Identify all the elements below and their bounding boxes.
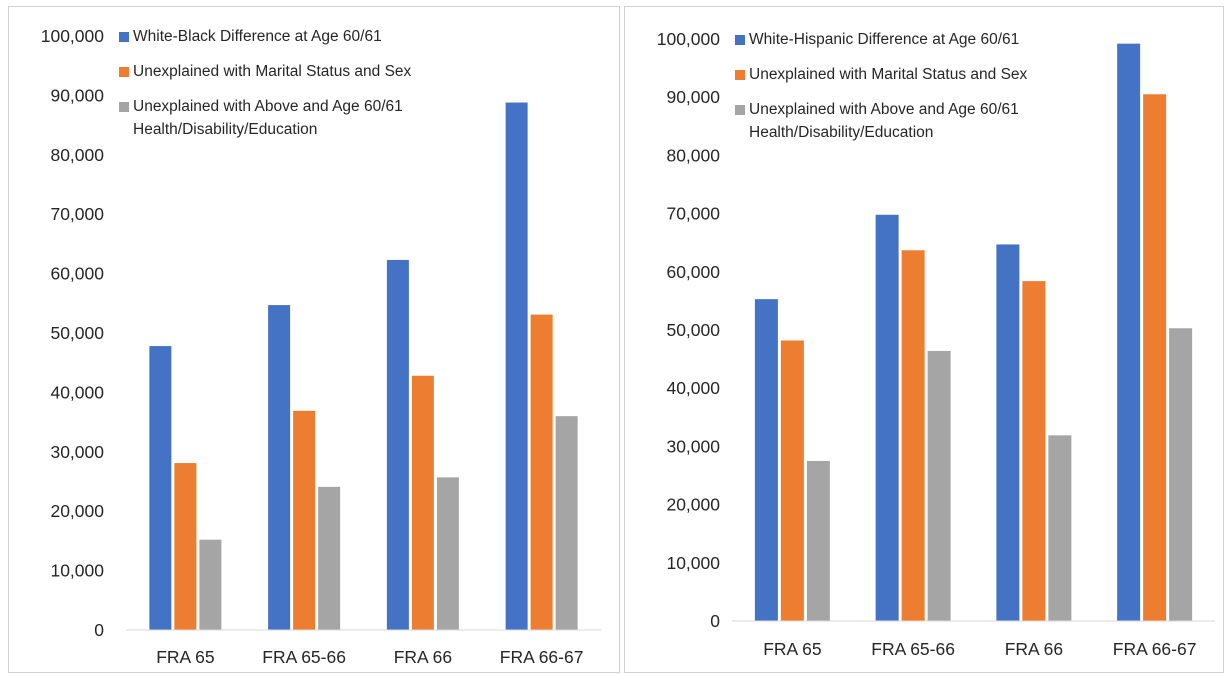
bar-orange-3 <box>411 375 434 630</box>
legend-label: Unexplained with Marital Status and Sex <box>749 66 1028 83</box>
legend-item-series-2: Unexplained with Marital Status and Sex <box>119 60 494 83</box>
legend-swatch-gray <box>735 105 745 115</box>
legend-item-series-3: Unexplained with Above and Age 60/61 Hea… <box>735 98 1110 144</box>
bar-orange-4 <box>1143 94 1167 622</box>
y-tick-label: 30,000 <box>666 436 720 456</box>
bar-blue-1 <box>754 299 778 621</box>
x-tick-label: FRA 66 <box>394 647 452 667</box>
y-tick-label: 90,000 <box>50 85 104 105</box>
bar-blue-4 <box>1117 43 1141 621</box>
y-tick-label: 10,000 <box>50 561 104 581</box>
bar-blue-1 <box>149 346 172 630</box>
bar-orange-1 <box>780 340 804 621</box>
y-tick-label: 20,000 <box>666 495 720 515</box>
legend-swatch-orange <box>119 67 129 77</box>
right-legend: White-Hispanic Difference at Age 60/61 U… <box>735 28 1110 156</box>
x-tick-label: FRA 65-66 <box>871 639 955 659</box>
legend-label: White-Black Difference at Age 60/61 <box>133 28 382 45</box>
bar-gray-3 <box>1048 435 1072 621</box>
y-tick-label: 40,000 <box>666 378 720 398</box>
bar-orange-2 <box>901 250 925 622</box>
bar-gray-1 <box>806 460 830 621</box>
legend-swatch-blue <box>119 32 129 42</box>
bar-orange-3 <box>1022 281 1046 621</box>
legend-swatch-blue <box>735 35 745 45</box>
x-tick-label: FRA 65 <box>763 639 821 659</box>
y-tick-label: 0 <box>94 620 104 640</box>
bar-gray-4 <box>1169 328 1193 621</box>
bar-blue-3 <box>386 259 409 630</box>
legend-item-series-3: Unexplained with Above and Age 60/61 Hea… <box>119 95 494 141</box>
legend-swatch-orange <box>735 70 745 80</box>
x-tick-label: FRA 65 <box>156 647 214 667</box>
left-chart-panel: 0 10,000 20,000 30,000 40,000 50,000 60,000 70,… <box>8 6 620 673</box>
y-tick-label: 80,000 <box>666 145 720 165</box>
bar-gray-2 <box>927 350 951 621</box>
y-tick-label: 70,000 <box>666 204 720 224</box>
x-tick-label: FRA 66-67 <box>500 647 584 667</box>
bar-gray-1 <box>199 539 222 630</box>
legend-item-series-1: White-Hispanic Difference at Age 60/61 <box>735 28 1110 51</box>
legend-swatch-gray <box>119 102 129 112</box>
y-tick-label: 100,000 <box>41 26 105 46</box>
y-tick-label: 100,000 <box>657 29 721 49</box>
x-tick-label: FRA 66 <box>1005 639 1063 659</box>
y-tick-label: 90,000 <box>666 87 720 107</box>
y-tick-label: 30,000 <box>50 442 104 462</box>
left-chart-svg: 0 10,000 20,000 30,000 40,000 50,000 60,000 70,… <box>41 26 601 667</box>
y-tick-label: 80,000 <box>50 145 104 165</box>
y-tick-label: 20,000 <box>50 501 104 521</box>
y-tick-label: 50,000 <box>50 323 104 343</box>
bar-gray-3 <box>436 477 459 630</box>
bar-orange-2 <box>293 410 316 630</box>
legend-label: White-Hispanic Difference at Age 60/61 <box>749 31 1020 48</box>
right-chart-svg: 0 10,000 20,000 30,000 40,000 50,000 60,000 70,… <box>657 29 1215 659</box>
right-chart-panel: 0 10,000 20,000 30,000 40,000 50,000 60,000 70,… <box>624 6 1224 673</box>
bar-gray-4 <box>555 416 578 630</box>
legend-item-series-1: White-Black Difference at Age 60/61 <box>119 25 494 48</box>
y-tick-label: 70,000 <box>50 204 104 224</box>
x-tick-label: FRA 65-66 <box>262 647 346 667</box>
bar-blue-2 <box>268 305 291 630</box>
y-tick-label: 0 <box>710 611 720 631</box>
left-legend: White-Black Difference at Age 60/61 Unex… <box>119 25 494 153</box>
y-tick-label: 10,000 <box>666 553 720 573</box>
y-tick-label: 40,000 <box>50 382 104 402</box>
legend-label: Unexplained with Marital Status and Sex <box>133 63 412 80</box>
legend-label: Unexplained with Above and Age 60/61 Hea… <box>133 98 403 138</box>
legend-item-series-2: Unexplained with Marital Status and Sex <box>735 63 1110 86</box>
bar-gray-2 <box>318 486 341 630</box>
bar-blue-2 <box>875 214 899 621</box>
bar-orange-4 <box>530 314 553 630</box>
y-tick-label: 50,000 <box>666 320 720 340</box>
bar-orange-1 <box>174 463 197 630</box>
bar-blue-3 <box>996 244 1020 622</box>
y-tick-label: 60,000 <box>666 262 720 282</box>
bar-blue-4 <box>505 102 528 630</box>
y-tick-label: 60,000 <box>50 264 104 284</box>
x-tick-label: FRA 66-67 <box>1113 639 1197 659</box>
legend-label: Unexplained with Above and Age 60/61 Hea… <box>749 101 1019 141</box>
